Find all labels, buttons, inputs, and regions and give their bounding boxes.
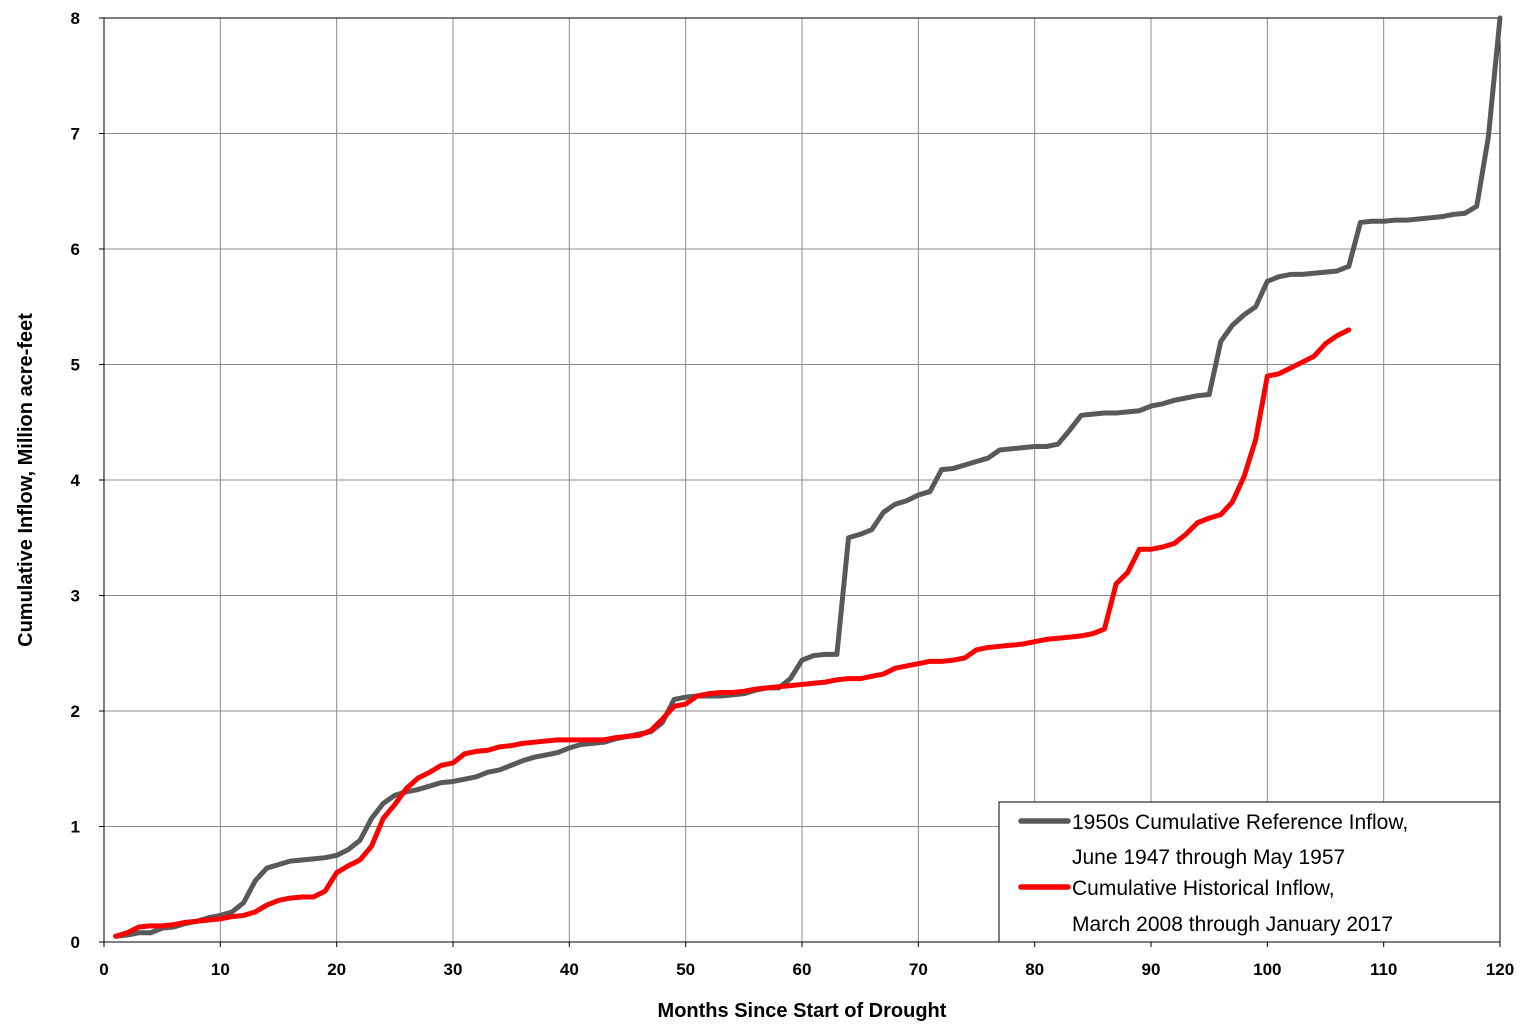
x-axis-title: Months Since Start of Drought bbox=[658, 1000, 947, 1022]
x-tick-label: 110 bbox=[1370, 960, 1397, 979]
x-tick-label: 10 bbox=[211, 960, 230, 979]
x-tick-label: 40 bbox=[560, 960, 579, 979]
x-tick-label: 90 bbox=[1142, 960, 1161, 979]
y-tick-label: 5 bbox=[71, 356, 80, 375]
gridlines bbox=[104, 18, 1500, 942]
x-tick-label: 60 bbox=[793, 960, 812, 979]
x-tick-label: 30 bbox=[444, 960, 463, 979]
y-tick-label: 7 bbox=[71, 125, 80, 144]
x-tick-label: 120 bbox=[1486, 960, 1514, 979]
x-tick-label: 100 bbox=[1253, 960, 1281, 979]
legend-label-historical-line1: Cumulative Historical Inflow, bbox=[1072, 877, 1335, 900]
legend-box bbox=[998, 801, 1501, 943]
series-line-reference-inflow bbox=[113, 15, 1503, 939]
y-tick-label: 3 bbox=[71, 587, 80, 606]
tick-labels: 0 10 20 30 40 50 60 70 80 90 100 110 120 0 1 2 3 4 5 6 7 8 bbox=[71, 9, 1515, 979]
legend-label-reference-line2: June 1947 through May 1957 bbox=[1072, 846, 1345, 869]
y-tick-label: 1 bbox=[71, 818, 80, 837]
y-tick-label: 6 bbox=[71, 240, 80, 259]
y-axis-title: Cumulative Inflow, Million acre-feet bbox=[15, 313, 37, 647]
x-tick-label: 50 bbox=[676, 960, 695, 979]
y-tick-label: 2 bbox=[71, 702, 80, 721]
x-tick-label: 0 bbox=[99, 960, 108, 979]
y-tick-label: 4 bbox=[71, 471, 81, 490]
series-lines bbox=[113, 15, 1503, 939]
y-tick-label: 0 bbox=[71, 933, 80, 952]
x-tick-label: 70 bbox=[909, 960, 928, 979]
legend-label-historical-line2: March 2008 through January 2017 bbox=[1072, 913, 1393, 936]
y-tick-label: 8 bbox=[71, 9, 80, 28]
legend: 1950s Cumulative Reference Inflow, June … bbox=[998, 801, 1501, 943]
x-tick-label: 20 bbox=[327, 960, 346, 979]
legend-label-reference-line1: 1950s Cumulative Reference Inflow, bbox=[1072, 811, 1408, 834]
series-line-historical-inflow bbox=[113, 327, 1352, 939]
x-tick-label: 80 bbox=[1025, 960, 1044, 979]
